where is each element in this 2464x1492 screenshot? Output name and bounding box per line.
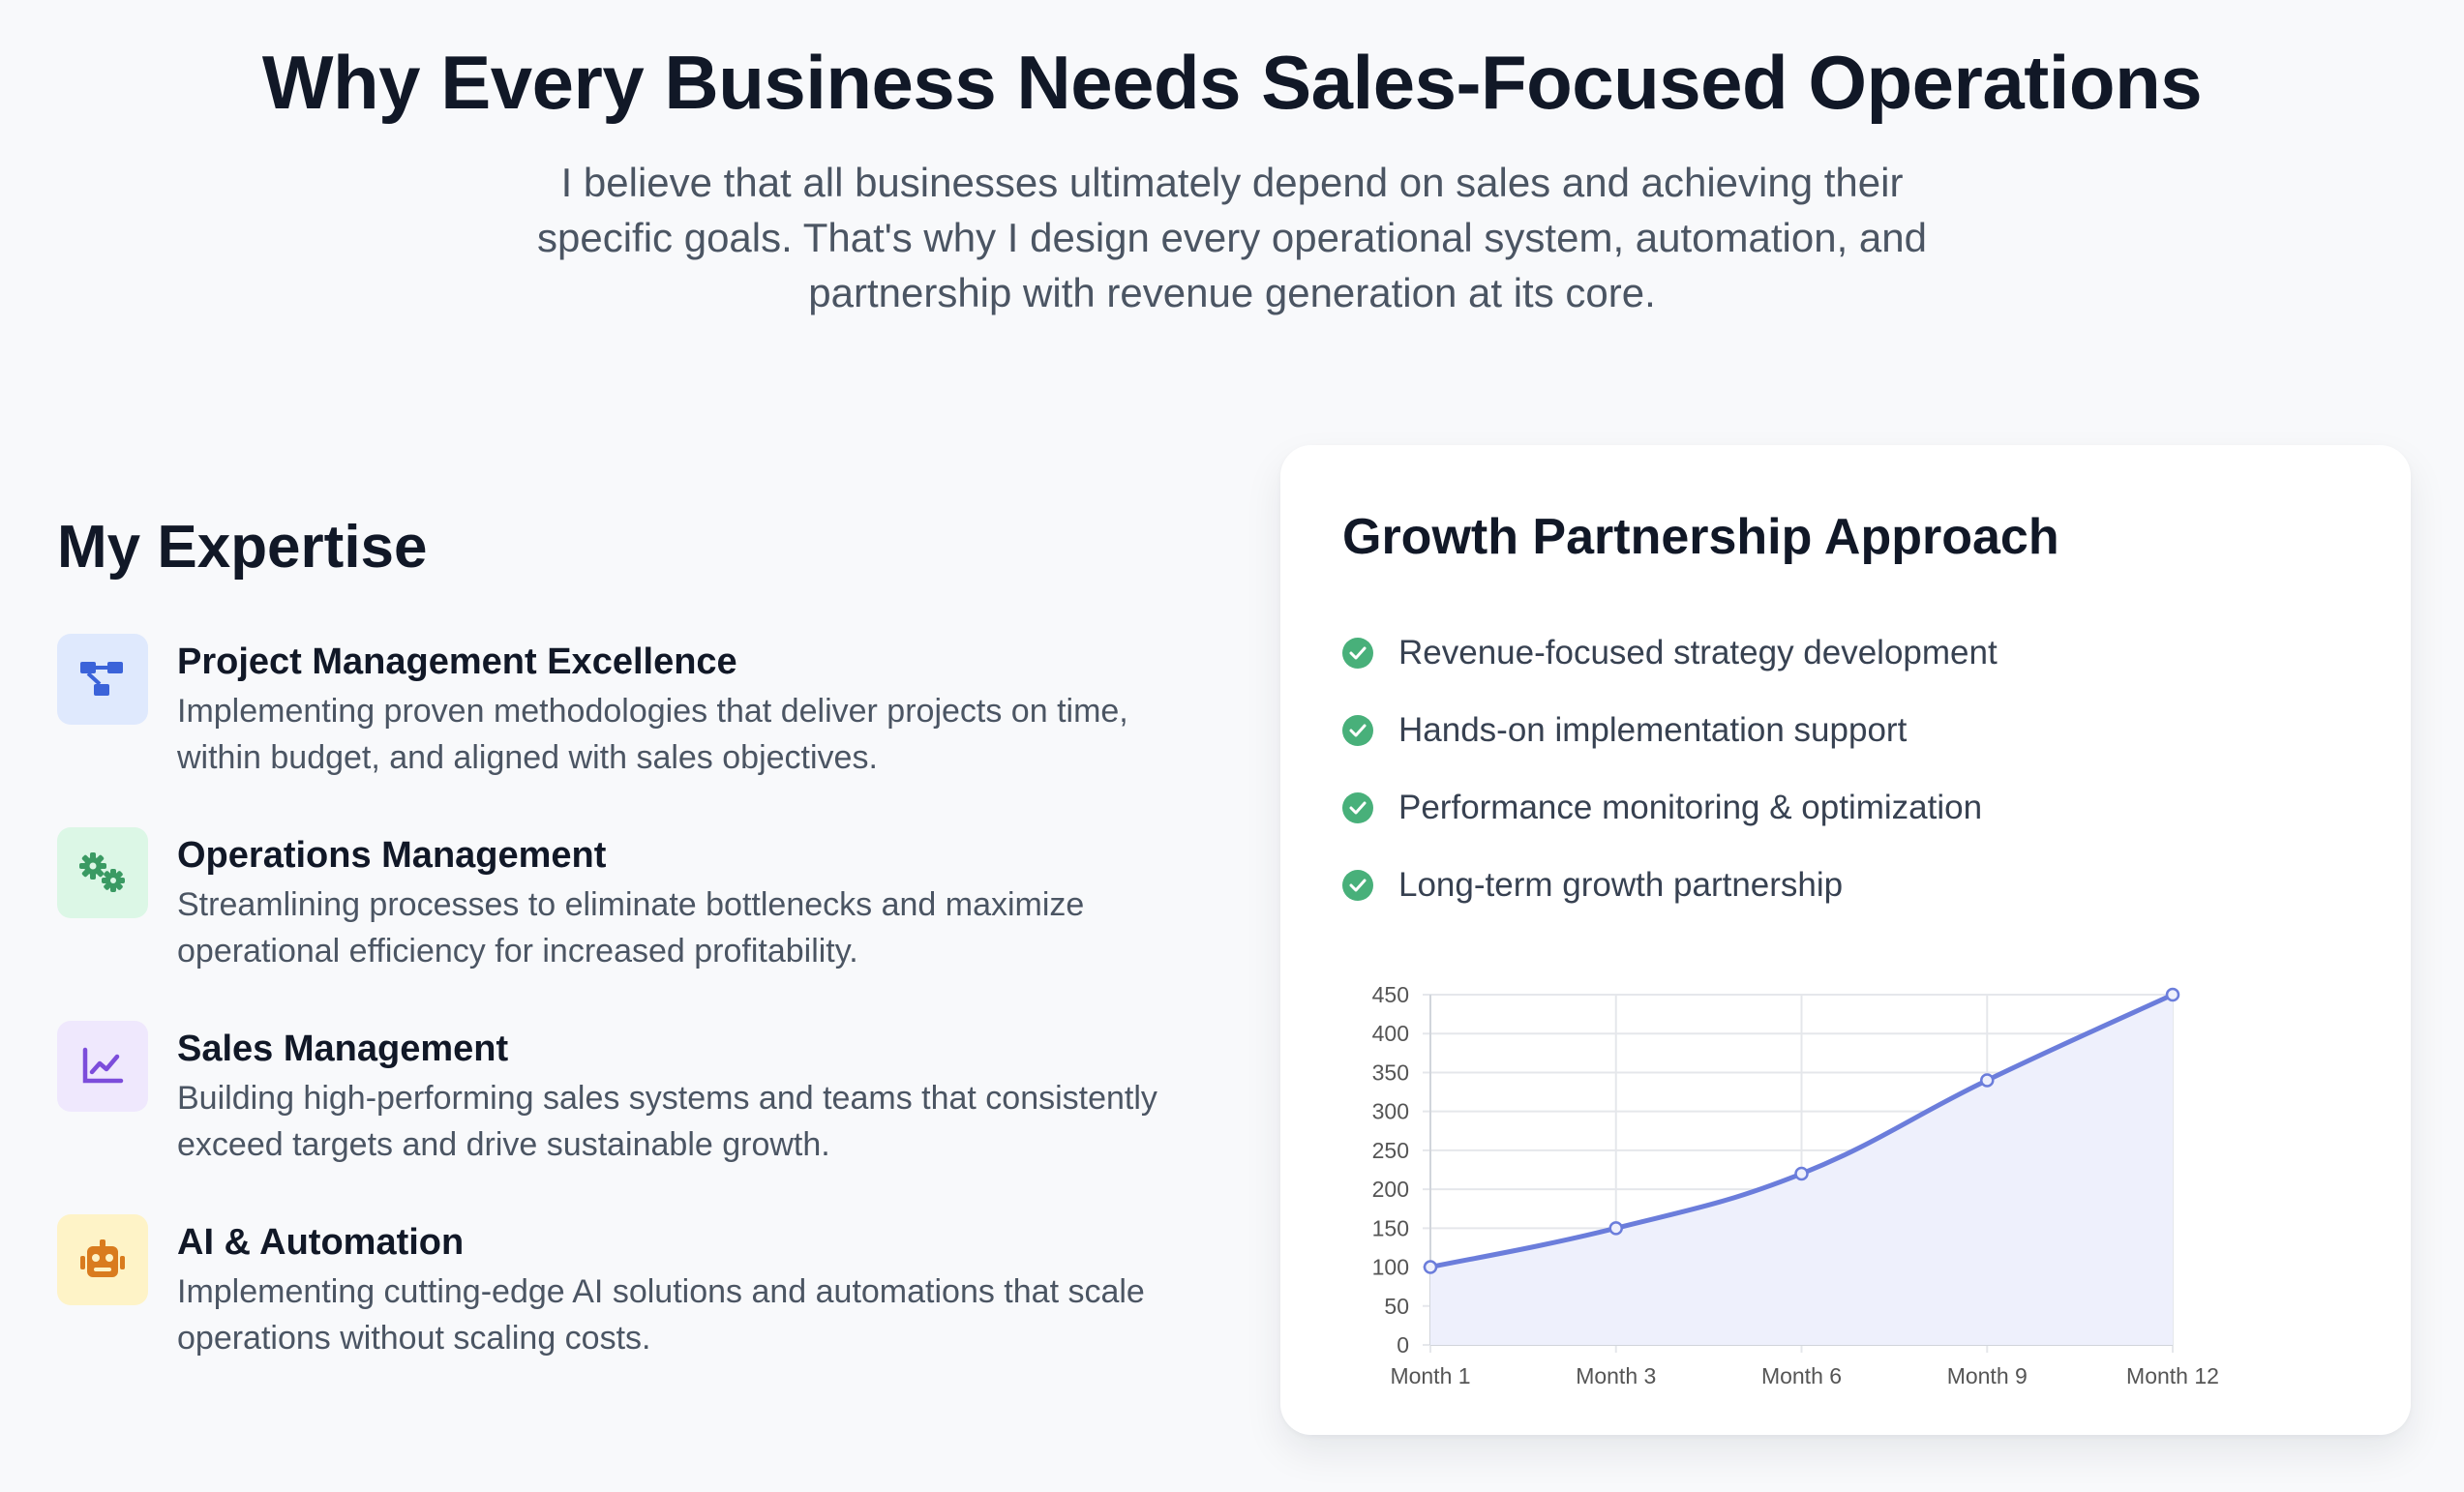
checklist-item-label: Performance monitoring & optimization	[1398, 789, 1983, 826]
growth-approach-card: Growth Partnership Approach Revenue-focu…	[1280, 445, 2411, 1435]
approach-checklist: Revenue-focused strategy development Han…	[1342, 614, 1998, 924]
growth-chart: 0 50 100 150 200 250 300 350 400 450 Month 1 Month …	[1329, 948, 2345, 1393]
check-circle-icon	[1342, 638, 1373, 669]
x-tick-label: Month 6	[1761, 1363, 1842, 1388]
checklist-item: Revenue-focused strategy development	[1342, 614, 1998, 692]
expertise-item-desc: Implementing cutting-edge AI solutions a…	[177, 1273, 1145, 1357]
checklist-item: Performance monitoring & optimization	[1342, 769, 1998, 847]
checklist-item-label: Revenue-focused strategy development	[1398, 634, 1998, 671]
data-point	[1608, 1221, 1623, 1236]
growth-line-chart: 0 50 100 150 200 250 300 350 400 450 Month 1 Month …	[1372, 982, 2219, 1388]
expertise-item-desc: Streamlining processes to eliminate bott…	[177, 886, 1085, 970]
expertise-item-title: Project Management Excellence	[177, 642, 737, 682]
y-tick-label: 400	[1372, 1021, 1409, 1046]
x-tick-label: Month 9	[1947, 1363, 2028, 1388]
x-tick-label: Month 1	[1390, 1363, 1470, 1388]
check-circle-icon	[1342, 715, 1373, 746]
data-point	[1423, 1260, 1438, 1274]
check-circle-icon	[1342, 870, 1373, 901]
checklist-item-label: Hands-on implementation support	[1398, 711, 1908, 749]
data-point	[1980, 1073, 1995, 1088]
y-tick-label: 300	[1372, 1099, 1409, 1124]
expertise-item-ai-automation: AI & Automation Implementing cutting-edg…	[57, 1214, 1203, 1361]
x-tick-label: Month 12	[2126, 1363, 2219, 1388]
checklist-item-label: Long-term growth partnership	[1398, 866, 1844, 904]
y-tick-label: 450	[1372, 982, 1409, 1007]
hero-subtitle: I believe that all businesses ultimately…	[537, 160, 1927, 315]
y-tick-label: 100	[1372, 1255, 1409, 1280]
checklist-item: Hands-on implementation support	[1342, 692, 1998, 769]
card-title: Growth Partnership Approach	[1342, 509, 2059, 565]
expertise-item-title: AI & Automation	[177, 1222, 465, 1263]
y-tick-label: 150	[1372, 1215, 1409, 1240]
expertise-section: My Expertise Project Management Excellen…	[57, 513, 1199, 1357]
gears-icon	[57, 827, 148, 918]
data-point	[1794, 1166, 1809, 1181]
expertise-heading: My Expertise	[57, 514, 428, 581]
expertise-item-project-management: Project Management Excellence Implementi…	[57, 634, 1203, 781]
chart-line-icon	[57, 1021, 148, 1112]
expertise-item-desc: Implementing proven methodologies that d…	[177, 693, 1128, 776]
data-point	[2165, 987, 2180, 1002]
x-tick-label: Month 3	[1576, 1363, 1656, 1388]
y-tick-label: 350	[1372, 1059, 1409, 1085]
expertise-item-desc: Building high-performing sales systems a…	[177, 1080, 1157, 1163]
page-title: Why Every Business Needs Sales-Focused O…	[261, 40, 2203, 125]
y-tick-label: 250	[1372, 1138, 1409, 1163]
expertise-item-title: Sales Management	[177, 1029, 509, 1069]
expertise-item-sales-management: Sales Management Building high-performin…	[57, 1021, 1203, 1168]
y-tick-label: 200	[1372, 1177, 1409, 1202]
checklist-item: Long-term growth partnership	[1342, 847, 1998, 924]
project-diagram-icon	[57, 634, 148, 725]
y-tick-label: 0	[1397, 1332, 1409, 1358]
check-circle-icon	[1342, 792, 1373, 823]
robot-icon	[57, 1214, 148, 1305]
expertise-item-title: Operations Management	[177, 835, 607, 876]
y-tick-label: 50	[1384, 1294, 1409, 1319]
expertise-item-operations-management: Operations Management Streamlining proce…	[57, 827, 1203, 974]
